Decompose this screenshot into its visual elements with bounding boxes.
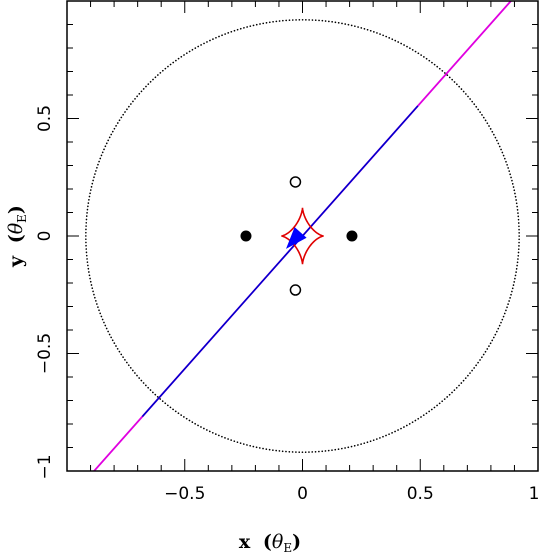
caustic-curve — [281, 207, 324, 265]
y-axis-sub: E — [15, 214, 29, 223]
x-axis-sub: E — [283, 541, 292, 555]
source-trajectory-inner — [141, 105, 419, 418]
image-2 — [289, 284, 302, 296]
y-axis-paren-close: ) — [5, 205, 27, 214]
y-tick-label-group: −1 — [35, 454, 55, 479]
y-tick-label-group: 0 — [35, 231, 55, 242]
x-tick-label: 1 — [529, 484, 540, 504]
plot-frame — [66, 0, 539, 472]
x-axis-label: x (θE) — [239, 531, 301, 555]
einstein-ring-circle — [85, 19, 520, 453]
image-1 — [289, 176, 302, 188]
x-tick-label: 0.5 — [407, 484, 434, 504]
y-axis-theta: θ — [5, 222, 27, 234]
x-axis-theta: θ — [272, 531, 284, 553]
x-axis-paren-open: ( — [263, 531, 272, 553]
x-tick-label: 0 — [297, 484, 308, 504]
y-tick-label: −1 — [35, 454, 55, 479]
x-tick-label: −0.5 — [164, 484, 205, 504]
y-axis-paren-open: ( — [5, 234, 27, 243]
y-tick-label: 0.5 — [35, 105, 55, 132]
source-trajectory-outer — [92, 1, 513, 471]
direction-arrow — [286, 227, 307, 249]
y-axis-label-main: y — [5, 255, 27, 268]
y-tick-label: 0 — [35, 231, 55, 242]
x-axis-paren-close: ) — [292, 531, 301, 553]
y-axis-label: y (θE) — [5, 205, 29, 268]
x-axis-label-main: x — [239, 531, 251, 553]
lens-mass-2 — [346, 230, 358, 242]
tick-labels: −0.5 0 0.5 1 −1 −0.5 0 0.5 — [35, 105, 539, 504]
y-tick-label-group: −0.5 — [35, 333, 55, 374]
y-tick-label-group: 0.5 — [35, 105, 55, 132]
plot-area — [85, 1, 520, 471]
lens-mass-1 — [240, 230, 252, 242]
y-tick-label: −0.5 — [35, 333, 55, 374]
